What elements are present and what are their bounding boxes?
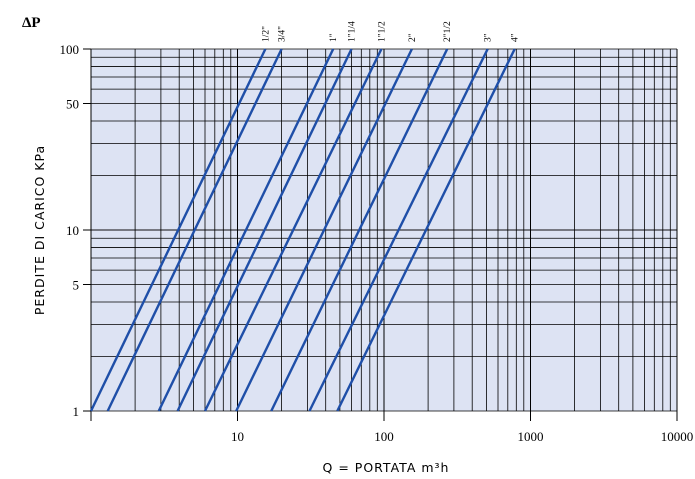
series-label: 1": [329, 33, 339, 42]
series-label: 3/4": [278, 26, 288, 42]
series-label: 1/2": [261, 26, 271, 42]
x-tick-labels: 10 100 1000 10000: [231, 429, 693, 444]
series-line: [106, 48, 283, 412]
x-tick-label: 10000: [661, 429, 694, 444]
series-line: [176, 48, 353, 412]
series-labels: 1/2" 3/4" 1" 1"1/4 1"1/2 2" 2"1/2 3" 4": [261, 21, 520, 42]
series-label: 1"1/4: [347, 21, 357, 42]
series-line: [336, 48, 516, 412]
x-axis-label: Q = PORTATA m³h: [323, 460, 450, 475]
y-tick-label: 10: [66, 223, 79, 238]
x-tick-label: 1000: [518, 429, 544, 444]
y-tick-labels: 1 5 10 50 100: [60, 42, 80, 419]
series-line: [308, 48, 489, 412]
x-tick-label: 100: [374, 429, 394, 444]
chart-title: ΔP: [22, 15, 41, 31]
horizontal-grid: [83, 48, 677, 412]
y-axis-label: PERDITE DI CARICO KPa: [32, 145, 47, 315]
x-tick-label: 10: [231, 429, 244, 444]
series-line: [270, 48, 449, 412]
series-lines: [89, 48, 516, 412]
series-line: [89, 48, 267, 412]
series-label: 2": [408, 33, 418, 42]
series-line: [235, 48, 413, 412]
y-tick-label: 100: [60, 42, 80, 57]
series-line: [157, 48, 335, 412]
series-line: [203, 48, 383, 412]
y-tick-label: 1: [73, 404, 80, 419]
y-tick-label: 50: [66, 96, 79, 111]
series-label: 4": [511, 33, 521, 42]
series-label: 1"1/2: [377, 21, 387, 42]
y-tick-label: 5: [73, 277, 80, 292]
series-label: 2"1/2: [443, 21, 453, 42]
series-label: 3": [484, 33, 494, 42]
